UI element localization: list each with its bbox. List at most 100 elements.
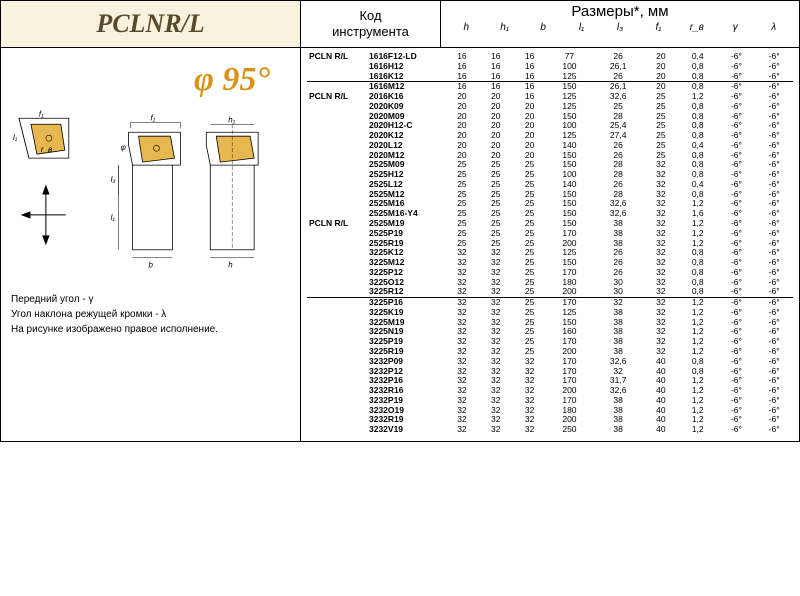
page: PCLNR/L Код инструмента Размеры*, мм h h… — [0, 0, 800, 442]
table-row: 3225R1232322520030320,8-6°-6° — [307, 287, 793, 297]
row-prefix — [307, 396, 367, 406]
cell: 20 — [644, 72, 678, 82]
row-prefix — [307, 229, 367, 239]
col-b: b — [524, 22, 562, 33]
cell: 0,8 — [678, 287, 718, 297]
col-l1: l₁ — [562, 22, 600, 33]
note-3: На рисунке изображено правое исполнение. — [11, 322, 290, 337]
col-l3: l₃ — [601, 22, 639, 33]
diag-h: h — [228, 260, 233, 269]
cell: 26 — [592, 72, 644, 82]
diagram-area: f₁ r_в l₁ f₁ — [11, 110, 290, 280]
col-rb: r_в — [678, 22, 716, 33]
diag-f1a: f₁ — [39, 110, 44, 118]
cell: 32 — [479, 287, 513, 297]
cell: 32 — [479, 425, 513, 435]
dims-title: Размеры*, мм — [441, 3, 799, 22]
cell: -6° — [755, 72, 793, 82]
row-prefix — [307, 268, 367, 278]
diag-l3: l₃ — [111, 175, 116, 184]
row-prefix — [307, 199, 367, 209]
header-row: PCLNR/L Код инструмента Размеры*, мм h h… — [1, 1, 799, 48]
row-prefix — [307, 248, 367, 258]
cell: 38 — [592, 425, 644, 435]
table-row: 3232V1932323225038401,2-6°-6° — [307, 425, 793, 435]
row-prefix — [307, 415, 367, 425]
diag-rb: r_в — [41, 145, 52, 154]
row-prefix — [307, 357, 367, 367]
row-prefix — [307, 327, 367, 337]
diag-l1a: l₁ — [13, 133, 18, 142]
cell: 16 — [479, 72, 513, 82]
cell: 32 — [445, 287, 479, 297]
row-prefix: PCLN R/L — [307, 219, 367, 229]
row-prefix — [307, 62, 367, 72]
row-prefix — [307, 141, 367, 151]
row-code: 1616K12 — [367, 72, 445, 82]
row-prefix — [307, 278, 367, 288]
cell: 30 — [592, 287, 644, 297]
cell: 125 — [547, 72, 593, 82]
cell: -6° — [718, 425, 756, 435]
col-f1: f₁ — [639, 22, 677, 33]
cell: 32 — [445, 425, 479, 435]
row-prefix — [307, 151, 367, 161]
cell: 32 — [644, 287, 678, 297]
data-table: PCLN R/L1616F12-LD1616167726200,4-6°-6°1… — [307, 52, 793, 435]
row-prefix — [307, 102, 367, 112]
code-label-2: инструмента — [301, 24, 440, 40]
note-1: Передний угол - γ — [11, 292, 290, 307]
code-label-1: Код — [301, 8, 440, 24]
col-h: h — [447, 22, 485, 33]
row-prefix — [307, 287, 367, 297]
dims-columns: h h₁ b l₁ l₃ f₁ r_в γ λ — [441, 22, 799, 35]
cell: 1,2 — [678, 425, 718, 435]
row-prefix — [307, 190, 367, 200]
diag-phi: φ — [121, 143, 126, 152]
col-gamma: γ — [716, 22, 754, 33]
cell: 16 — [445, 72, 479, 82]
row-prefix — [307, 258, 367, 268]
col-h1: h₁ — [485, 22, 523, 33]
cell: 32 — [513, 425, 547, 435]
row-prefix — [307, 131, 367, 141]
row-prefix — [307, 72, 367, 82]
row-prefix — [307, 112, 367, 122]
row-prefix: PCLN R/L — [307, 92, 367, 102]
row-prefix — [307, 406, 367, 416]
cell: -6° — [718, 287, 756, 297]
table-panel: PCLN R/L1616F12-LD1616167726200,4-6°-6°1… — [301, 48, 799, 441]
row-prefix — [307, 318, 367, 328]
cell: 0,8 — [678, 72, 718, 82]
row-prefix — [307, 308, 367, 318]
title-cell: PCLNR/L — [1, 1, 301, 47]
diag-f1b: f₁ — [151, 113, 156, 122]
row-prefix — [307, 298, 367, 308]
row-prefix — [307, 170, 367, 180]
row-prefix — [307, 347, 367, 357]
table-row: 1616K1216161612526200,8-6°-6° — [307, 72, 793, 82]
cell: 200 — [547, 287, 593, 297]
diag-h1: h₁ — [228, 115, 235, 124]
row-prefix — [307, 337, 367, 347]
diag-l1b: l₁ — [111, 213, 116, 222]
cell: -6° — [755, 287, 793, 297]
row-prefix — [307, 376, 367, 386]
row-code: 3232V19 — [367, 425, 445, 435]
col-lambda: λ — [755, 22, 793, 33]
left-panel: φ 95° f₁ r_в l₁ — [1, 48, 301, 441]
cell: 25 — [513, 287, 547, 297]
diag-b: b — [149, 260, 154, 269]
tool-diagram: f₁ r_в l₁ f₁ — [11, 110, 290, 280]
note-2: Угол наклона режущей кромки - λ — [11, 307, 290, 322]
cell: -6° — [755, 425, 793, 435]
cell: 40 — [644, 425, 678, 435]
row-code: 3225R12 — [367, 287, 445, 297]
cell: 250 — [547, 425, 593, 435]
row-prefix — [307, 367, 367, 377]
dims-header: Размеры*, мм h h₁ b l₁ l₃ f₁ r_в γ λ — [441, 1, 799, 47]
row-prefix — [307, 239, 367, 249]
body-row: φ 95° f₁ r_в l₁ — [1, 48, 799, 441]
row-prefix — [307, 425, 367, 435]
row-prefix — [307, 121, 367, 131]
